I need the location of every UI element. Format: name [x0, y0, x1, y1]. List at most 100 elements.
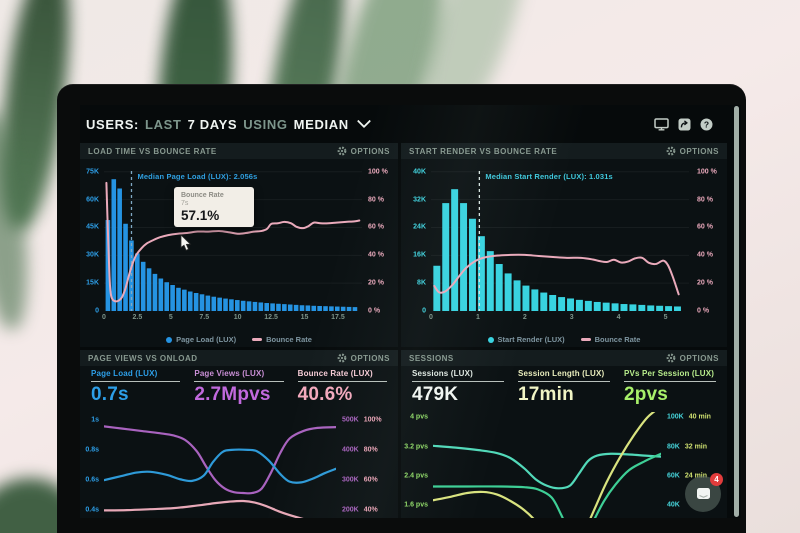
chat-widget-button[interactable]: 4	[685, 473, 723, 512]
y-axis-tick: 500K 100%	[342, 416, 382, 423]
right-axis: 500K 100% 400K 80% 300K 60% 200K 40%	[338, 412, 396, 518]
metric-selector-dropdown[interactable]: USERS: LAST 7 DAYS USING MEDIAN	[86, 114, 371, 132]
left-axis: 75K 60K 45K 30K 15K 0	[80, 168, 102, 314]
x-axis-tick: 5	[168, 314, 173, 321]
kpi-value: 17min	[518, 384, 574, 405]
plot-area: Median Start Render (LUX): 1.031s	[431, 169, 689, 311]
y-axis-tick: 400K 80%	[342, 446, 378, 453]
axis-tick-label: 80K	[667, 443, 680, 451]
y-axis-tick: 0.6s	[85, 476, 99, 484]
kpi-value: 40.6%	[297, 384, 353, 405]
kpi-value: 479K	[412, 384, 459, 405]
options-label: OPTIONS	[350, 146, 390, 156]
options-label: OPTIONS	[679, 146, 719, 156]
chart-canvas	[104, 425, 336, 518]
left-axis: 40K 32K 24K 16K 8K 0	[401, 168, 429, 314]
kpi-label: Session Length (LUX)	[518, 369, 605, 378]
y-axis-tick: 80 %	[697, 196, 713, 203]
svg-text:?: ?	[704, 119, 709, 129]
x-axis-tick: 7.5	[199, 314, 210, 321]
kpi-value: 2.7Mpvs	[194, 384, 271, 405]
axis-tick-label: 40%	[363, 506, 378, 514]
panel-title: PAGE VIEWS VS ONLOAD	[88, 353, 198, 363]
legend-label: Page Load (LUX)	[176, 335, 237, 344]
scrollbar-thumb[interactable]	[734, 106, 739, 517]
y-axis-tick: 40K	[667, 501, 685, 508]
header-title-segment: USING	[243, 116, 288, 132]
header-title-segment: 7 DAYS	[187, 116, 238, 132]
legend-item: Bounce Rate	[252, 335, 312, 344]
axis-tick-label: 0 %	[697, 307, 710, 315]
axis-tick-label: 40 %	[368, 251, 384, 259]
plot-area	[433, 412, 661, 518]
y-axis-tick: 20 %	[697, 280, 713, 287]
x-axis-tick: 0	[102, 314, 106, 321]
chart-sessions: 4 pvs 3.2 pvs 2.4 pvs 1.6 pvs 100K 40 min 80K…	[401, 412, 727, 518]
x-axis-tick: 4	[616, 314, 621, 321]
panel-load-time: LOAD TIME VS BOUNCE RATE OPTIONS 75K 60K 4…	[80, 143, 398, 347]
kpi-underline	[624, 381, 716, 382]
dash-marker	[580, 338, 591, 341]
y-axis-tick: 0	[422, 307, 426, 315]
axis-tick-label: 100 %	[697, 168, 717, 176]
scrollbar[interactable]	[733, 106, 740, 517]
page-title: USERS: LAST 7 DAYS USING MEDIAN	[86, 117, 349, 132]
panel-header: SESSIONS OPTIONS	[401, 350, 727, 366]
y-axis-tick: 40 %	[697, 252, 713, 259]
legend-label: Bounce Rate	[594, 335, 641, 344]
y-axis-tick: 3.2 pvs	[404, 443, 428, 451]
chat-bubble-icon	[696, 488, 710, 499]
axis-tick-label: 60 %	[368, 223, 384, 231]
y-axis-tick: 0 %	[697, 308, 709, 315]
axis-tick-label: 60 %	[697, 223, 713, 231]
y-axis-tick: 40K	[413, 168, 426, 176]
axis-tick-label: 500K	[342, 416, 359, 424]
help-icon[interactable]: ?	[700, 118, 713, 131]
y-axis-tick: 1.6 pvs	[404, 501, 428, 509]
panel-header: START RENDER VS BOUNCE RATE OPTIONS	[401, 143, 727, 159]
y-axis-tick: 60 %	[697, 224, 713, 231]
y-axis-tick: 8K	[417, 279, 426, 287]
right-axis: 100K 40 min 80K 32 min 60K 24 min 40K	[663, 412, 725, 518]
axis-tick-label: 40 min	[688, 413, 711, 421]
options-button[interactable]: OPTIONS	[337, 146, 390, 156]
x-axis-tick: 5	[663, 314, 668, 321]
kpi-label: Page Views (LUX)	[194, 369, 265, 378]
share-icon[interactable]	[678, 118, 691, 131]
options-button[interactable]: OPTIONS	[666, 353, 719, 363]
kpi-value: 2pvs	[624, 384, 669, 405]
x-axis-tick: 12.5	[264, 314, 278, 321]
axis-tick-label: 400K	[342, 446, 359, 454]
kpi-row: Page Load (LUX) 0.7s Page Views (LUX) 2.7Mp…	[84, 369, 394, 409]
plot-area: Median Page Load (LUX): 2.056s	[104, 169, 362, 311]
y-axis-tick: 15K	[86, 279, 99, 287]
axis-tick-label: 32 min	[684, 443, 708, 451]
monitor-icon[interactable]	[654, 117, 669, 131]
tooltip-value: 57.1%	[181, 208, 220, 223]
x-axis-tick: 10	[233, 314, 242, 321]
chart-start-render: 40K 32K 24K 16K 8K 0 Median Start Render (LUX…	[401, 159, 727, 347]
y-axis-tick: 200K 40%	[342, 507, 378, 514]
chart-load-time: 75K 60K 45K 30K 15K 0 Median Page Load (LUX):…	[80, 159, 398, 347]
legend-item: Bounce Rate	[580, 335, 641, 344]
axis-tick-label: 80 %	[697, 196, 713, 204]
kpi: Bounce Rate (LUX) 40.6%	[291, 369, 394, 409]
y-axis-tick: 60 %	[368, 224, 384, 231]
y-axis-tick: 0.4s	[85, 506, 99, 514]
gear-icon	[666, 146, 676, 156]
dashboard-content: USERS: LAST 7 DAYS USING MEDIAN	[80, 105, 727, 518]
legend-label: Bounce Rate	[266, 335, 312, 344]
kpi-label: PVs Per Session (LUX)	[624, 369, 715, 378]
y-axis-tick: 30K	[86, 251, 99, 259]
axis-tick-label: 200K	[342, 506, 359, 514]
kpi-underline	[297, 381, 387, 382]
chart-canvas	[433, 412, 661, 518]
axis-tick-label: 100K	[667, 413, 684, 421]
options-button[interactable]: OPTIONS	[666, 146, 719, 156]
y-axis-tick: 100K 40 min	[667, 414, 711, 421]
x-axis-tick: 2.5	[132, 314, 143, 321]
y-axis-tick: 16K	[413, 251, 426, 259]
options-button[interactable]: OPTIONS	[337, 353, 390, 363]
kpi-label: Bounce Rate (LUX)	[297, 369, 373, 378]
